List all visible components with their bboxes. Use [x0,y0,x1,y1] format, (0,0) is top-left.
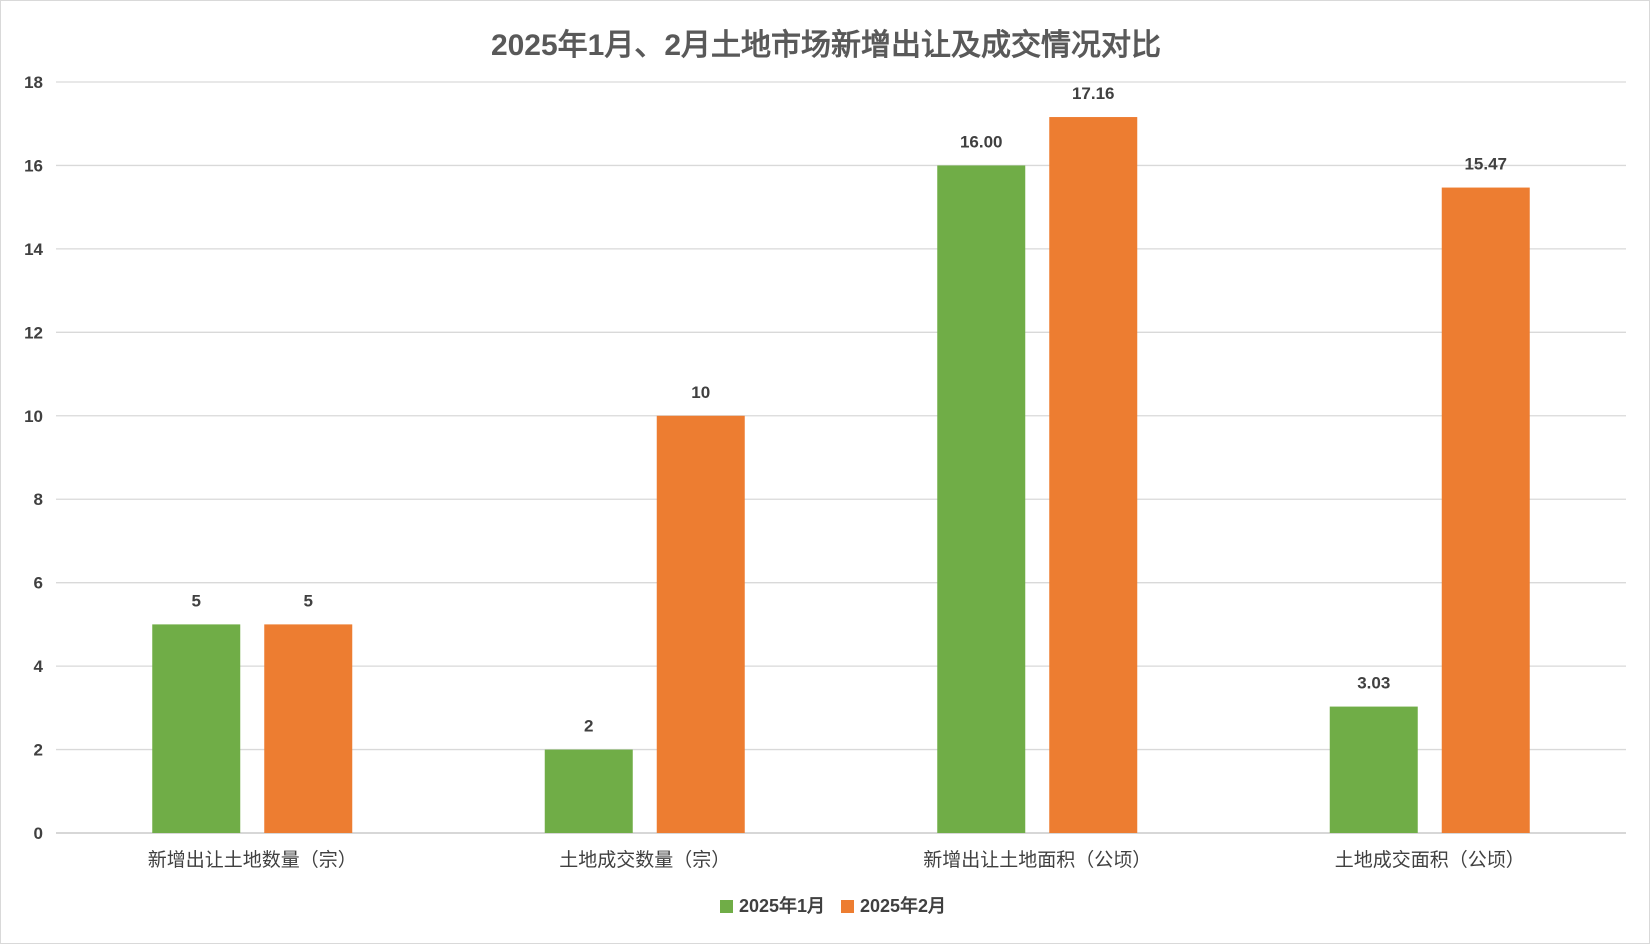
bar [937,165,1026,833]
y-tick-label: 10 [24,407,43,426]
legend: 2025年1月 2025年2月 [720,895,946,916]
bar [1049,117,1138,833]
legend-item: 2025年1月 [720,895,825,916]
y-axis-ticks: 0 2 4 6 8 10 12 14 16 18 [24,73,43,843]
x-category-label: 新增出让土地面积（公顷） [923,849,1151,871]
y-tick-label: 18 [24,73,43,92]
x-axis: 新增出让土地数量（宗） 土地成交数量（宗） 新增出让土地面积（公顷） 土地成交面积（公… [148,849,1525,871]
y-tick-label: 2 [34,741,43,760]
data-label: 15.47 [1464,155,1507,174]
data-label: 3.03 [1357,674,1390,693]
data-label: 16.00 [960,132,1003,151]
x-category-label: 土地成交面积（公顷） [1335,849,1525,871]
legend-swatch [841,900,854,913]
data-label: 5 [192,591,201,610]
data-labels: 5 5 2 10 16.00 17.16 3.03 15.47 [192,84,1508,736]
x-category-label: 土地成交数量（宗） [559,849,730,871]
y-tick-label: 16 [24,156,43,175]
data-label: 5 [304,591,313,610]
bars [152,117,1530,833]
y-tick-label: 12 [24,323,43,342]
bar [1329,706,1418,833]
data-label: 17.16 [1072,84,1115,103]
y-tick-label: 8 [34,490,43,509]
y-tick-label: 4 [34,657,44,676]
bar [656,415,745,833]
bar [264,624,353,833]
y-tick-label: 14 [24,240,43,259]
legend-label: 2025年2月 [860,895,946,916]
bar [544,749,633,833]
y-tick-label: 0 [34,824,43,843]
y-tick-label: 6 [34,574,43,593]
bar [152,624,241,833]
chart-title: 2025年1月、2月土地市场新增出让及成交情况对比 [491,28,1161,62]
legend-label: 2025年1月 [739,895,825,916]
legend-item: 2025年2月 [841,895,946,916]
data-label: 2 [584,717,593,736]
x-category-label: 新增出让土地数量（宗） [148,849,357,871]
bar [1441,187,1530,833]
data-label: 10 [691,383,710,402]
legend-swatch [720,900,733,913]
